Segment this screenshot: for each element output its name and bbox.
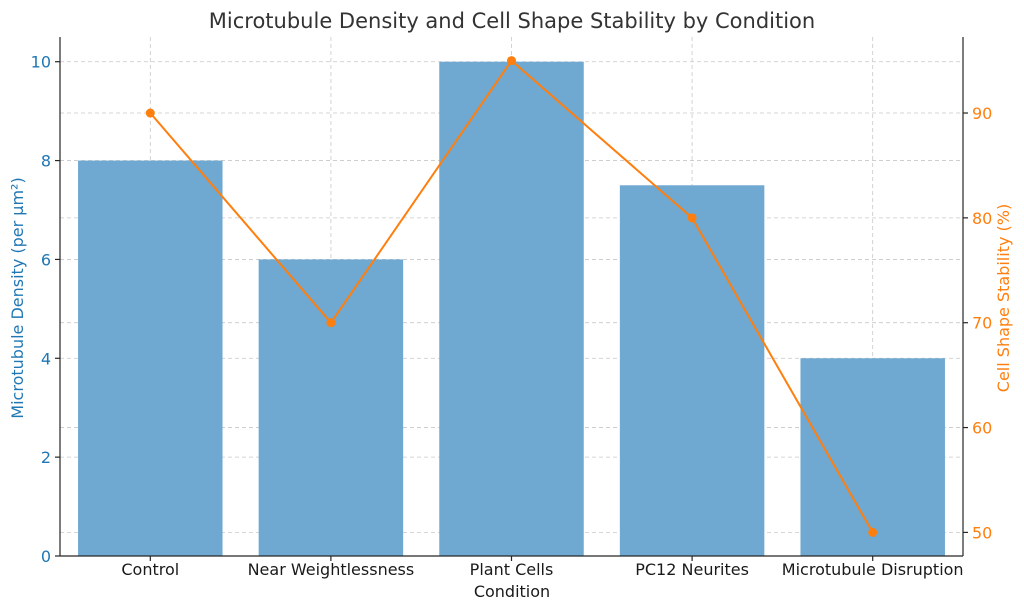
y-right-tick-label: 50 bbox=[972, 523, 992, 542]
bar bbox=[439, 61, 584, 556]
x-tick-label: Plant Cells bbox=[470, 560, 554, 579]
line-point bbox=[507, 56, 516, 66]
y-left-tick-label: 2 bbox=[41, 448, 51, 467]
bar bbox=[619, 185, 765, 557]
y-left-tick-label: 8 bbox=[41, 152, 51, 171]
line-point bbox=[145, 108, 155, 118]
y-left-tick-label: 6 bbox=[41, 250, 51, 269]
x-tick-label: Near Weightlessness bbox=[248, 560, 415, 579]
x-tick-label: Microtubule Disruption bbox=[782, 560, 964, 579]
x-tick-label: PC12 Neurites bbox=[635, 560, 749, 579]
tick-labels: Control Near Weightlessness Plant Cells PC1… bbox=[31, 53, 993, 579]
bar bbox=[800, 358, 945, 556]
line-point bbox=[687, 213, 697, 223]
line-point bbox=[326, 318, 336, 328]
y-left-tick-label: 0 bbox=[41, 547, 51, 566]
axes bbox=[55, 37, 968, 561]
x-tick-label: Control bbox=[121, 560, 179, 579]
y-left-tick-label: 4 bbox=[41, 349, 51, 368]
y-axis-right-label: Cell Shape Stability (%) bbox=[994, 204, 1013, 392]
y-right-tick-label: 80 bbox=[972, 209, 992, 228]
y-left-tick-label: 10 bbox=[31, 53, 51, 72]
line-point bbox=[868, 527, 878, 537]
y-right-tick-label: 70 bbox=[972, 314, 992, 333]
y-right-tick-label: 90 bbox=[972, 104, 992, 123]
y-axis-left-label: Microtubule Density (per µm²) bbox=[8, 177, 27, 418]
bar bbox=[78, 160, 223, 557]
y-right-tick-label: 60 bbox=[972, 419, 992, 438]
bar bbox=[258, 259, 404, 556]
x-axis-label: Condition bbox=[474, 582, 550, 601]
bar-series bbox=[78, 61, 945, 557]
line-series bbox=[145, 56, 878, 537]
chart-title: Microtubule Density and Cell Shape Stabi… bbox=[209, 9, 815, 33]
